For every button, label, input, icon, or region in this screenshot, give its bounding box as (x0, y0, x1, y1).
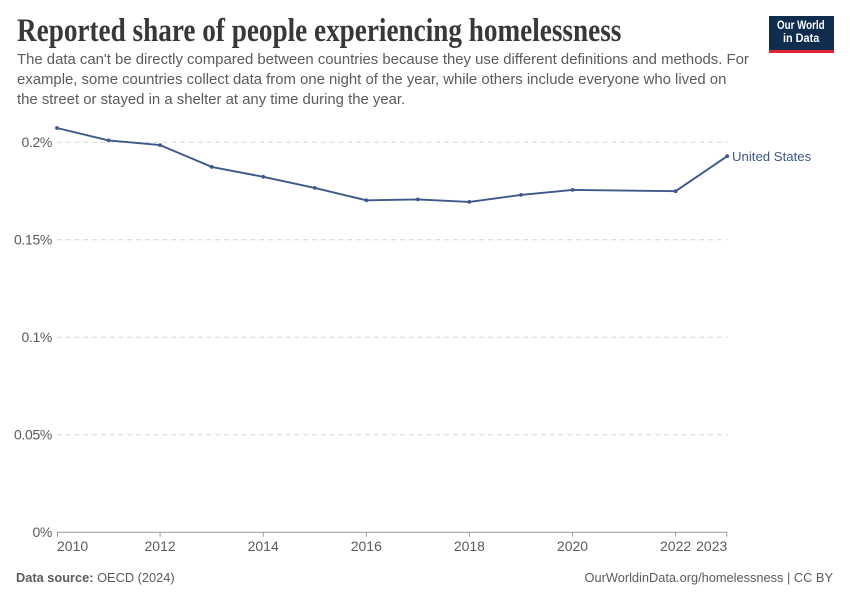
svg-text:0.2%: 0.2% (21, 134, 52, 150)
svg-text:0%: 0% (32, 524, 52, 540)
svg-text:2023: 2023 (696, 538, 727, 554)
svg-text:2018: 2018 (454, 538, 485, 554)
svg-text:United States: United States (732, 149, 812, 164)
svg-text:2016: 2016 (351, 538, 382, 554)
svg-text:0.15%: 0.15% (14, 232, 52, 248)
svg-text:2012: 2012 (145, 538, 176, 554)
svg-text:2022: 2022 (660, 538, 691, 554)
svg-text:2010: 2010 (57, 538, 88, 554)
svg-text:0.1%: 0.1% (21, 329, 52, 345)
svg-text:2020: 2020 (557, 538, 588, 554)
svg-text:0.05%: 0.05% (14, 427, 52, 443)
svg-text:2014: 2014 (248, 538, 279, 554)
